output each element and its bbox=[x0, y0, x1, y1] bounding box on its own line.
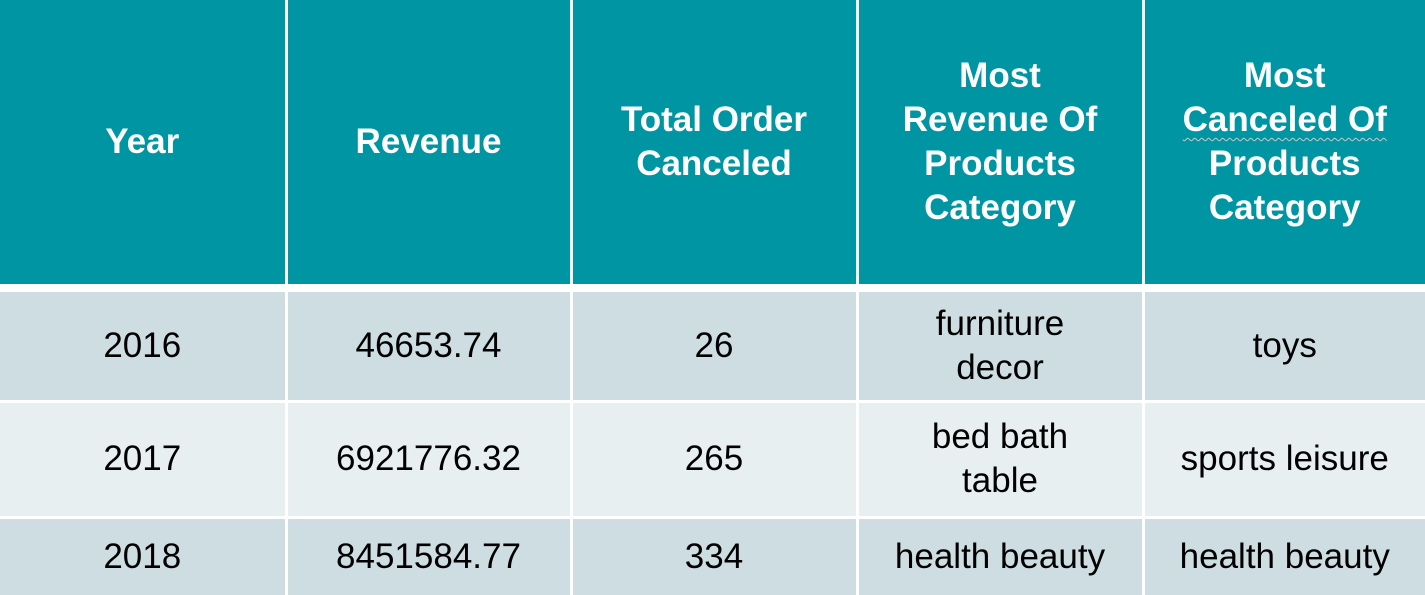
header-most-canceled-line1: Most bbox=[1243, 56, 1326, 95]
cell-most-revenue-category: bed bath table bbox=[855, 401, 1145, 519]
header-most-canceled-line4: Category bbox=[1208, 188, 1361, 227]
cell-most-canceled-category: sports leisure bbox=[1141, 401, 1425, 519]
cell-most-revenue-line1: health beauty bbox=[894, 536, 1106, 576]
cell-most-canceled-line1: health beauty bbox=[1179, 536, 1390, 576]
header-total-order-canceled: Total Order Canceled bbox=[569, 0, 859, 292]
header-most-revenue-line4: Category bbox=[924, 188, 1076, 227]
table-header: Year Revenue Total Order Canceled Most R… bbox=[0, 0, 1425, 292]
cell-year: 2016 bbox=[0, 288, 288, 403]
table-row: 2017 6921776.32 265 bed bath table sport… bbox=[0, 401, 1425, 519]
header-most-revenue-line3: Products bbox=[924, 144, 1076, 183]
cell-year: 2018 bbox=[0, 517, 288, 595]
cell-revenue: 6921776.32 bbox=[284, 401, 573, 519]
table-row: 2016 46653.74 26 furniture decor toys bbox=[0, 288, 1425, 403]
cell-most-revenue-category: furniture decor bbox=[855, 288, 1145, 403]
header-most-canceled-line2: Canceled Of bbox=[1182, 100, 1387, 139]
cell-total-order-canceled: 26 bbox=[569, 288, 859, 403]
cell-most-revenue-line2: decor bbox=[956, 347, 1044, 387]
table-row: 2018 8451584.77 334 health beauty health… bbox=[0, 517, 1425, 595]
cell-total-order-canceled: 265 bbox=[569, 401, 859, 519]
cell-most-revenue-line1: bed bath bbox=[931, 417, 1069, 456]
header-revenue-label: Revenue bbox=[355, 122, 502, 161]
header-most-revenue-line2: Revenue Of bbox=[902, 100, 1098, 139]
cell-most-revenue-line2: table bbox=[962, 461, 1038, 500]
cell-year: 2017 bbox=[0, 401, 288, 519]
header-year-label: Year bbox=[105, 122, 180, 161]
header-year: Year bbox=[0, 0, 288, 292]
header-most-canceled-line3: Products bbox=[1208, 144, 1361, 183]
header-total-order-canceled-line2: Canceled bbox=[636, 144, 792, 183]
header-most-revenue-category: Most Revenue Of Products Category bbox=[855, 0, 1145, 292]
cell-most-canceled-line1: toys bbox=[1252, 325, 1317, 365]
header-most-revenue-line1: Most bbox=[959, 56, 1041, 95]
header-most-canceled-category: Most Canceled Of Products Category bbox=[1141, 0, 1425, 292]
header-revenue: Revenue bbox=[284, 0, 573, 292]
cell-most-canceled-category: toys bbox=[1141, 288, 1425, 403]
cell-revenue: 8451584.77 bbox=[284, 517, 573, 595]
cell-most-revenue-line1: furniture bbox=[935, 303, 1065, 343]
cell-most-canceled-category: health beauty bbox=[1141, 517, 1425, 595]
cell-most-canceled-line1: sports leisure bbox=[1180, 439, 1389, 478]
header-total-order-canceled-line1: Total Order bbox=[620, 100, 808, 139]
header-row: Year Revenue Total Order Canceled Most R… bbox=[0, 0, 1425, 292]
table-body: 2016 46653.74 26 furniture decor toys 20… bbox=[0, 288, 1425, 595]
cell-revenue: 46653.74 bbox=[284, 288, 573, 403]
cell-total-order-canceled: 334 bbox=[569, 517, 859, 595]
cell-most-revenue-category: health beauty bbox=[855, 517, 1145, 595]
